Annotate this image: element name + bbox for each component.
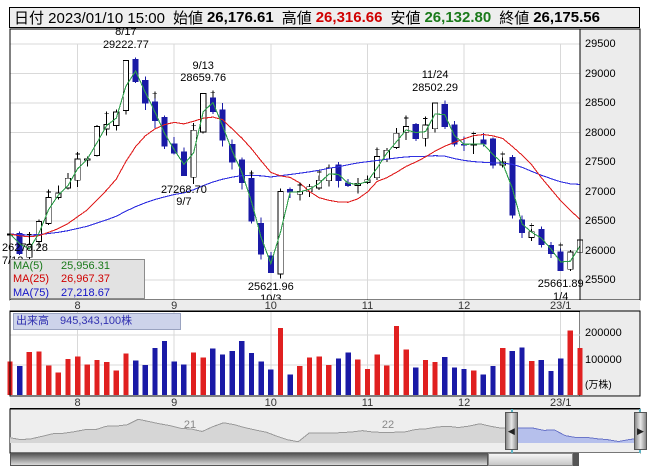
svg-text:21: 21: [184, 419, 196, 431]
svg-text:22: 22: [382, 419, 394, 431]
